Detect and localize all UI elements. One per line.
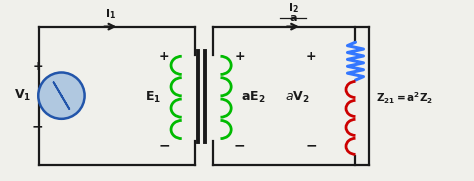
Circle shape	[38, 72, 84, 119]
Text: $a\mathbf{V_2}$: $a\mathbf{V_2}$	[285, 90, 310, 106]
Text: +: +	[306, 50, 316, 63]
Text: $\mathbf{E_1}$: $\mathbf{E_1}$	[145, 90, 161, 106]
Text: −: −	[305, 138, 317, 153]
Text: $\mathbf{Z_{21}=a^2Z_2}$: $\mathbf{Z_{21}=a^2Z_2}$	[375, 90, 433, 106]
Text: $\mathbf{V_1}$: $\mathbf{V_1}$	[14, 88, 31, 103]
Text: $\mathbf{aE_2}$: $\mathbf{aE_2}$	[241, 90, 265, 106]
Text: +: +	[234, 50, 245, 63]
Text: −: −	[234, 138, 246, 153]
Text: $\mathbf{a}$: $\mathbf{a}$	[289, 13, 297, 23]
Text: +: +	[159, 50, 169, 63]
Text: −: −	[32, 119, 44, 133]
Text: −: −	[158, 138, 170, 153]
Text: +: +	[33, 60, 43, 73]
Text: $\mathbf{I_2}$: $\mathbf{I_2}$	[288, 2, 299, 15]
Text: $\mathbf{I_1}$: $\mathbf{I_1}$	[105, 7, 116, 21]
